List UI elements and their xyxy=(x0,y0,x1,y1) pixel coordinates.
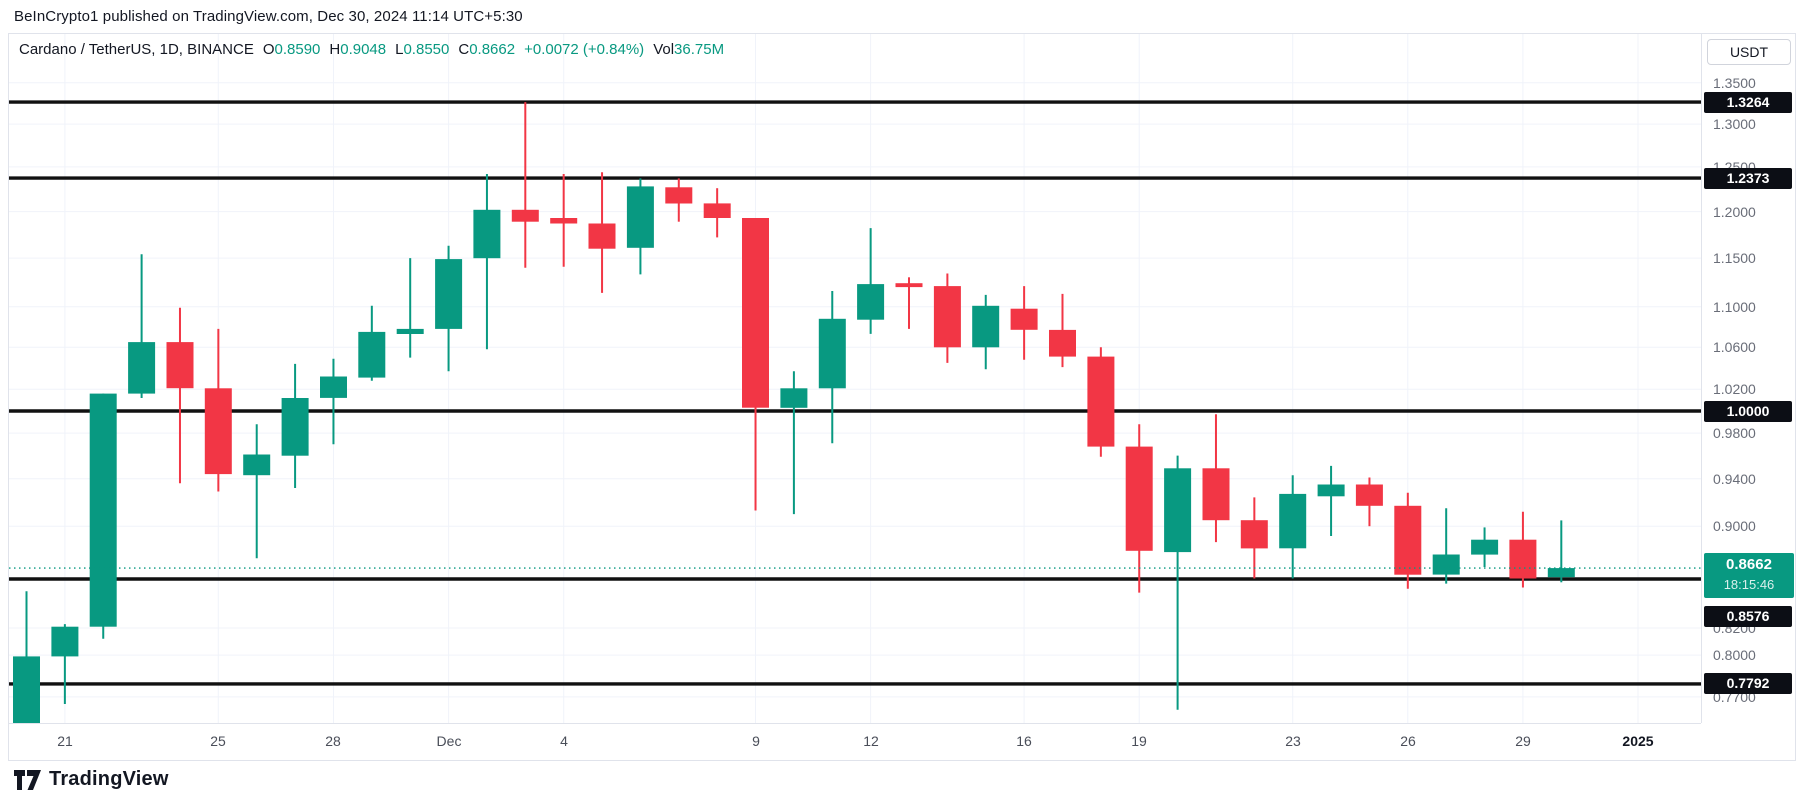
time-tick-label: 9 xyxy=(752,733,760,749)
volume-readout: Vol 36.75M xyxy=(653,41,724,58)
candle-body xyxy=(1202,468,1230,521)
candle-body xyxy=(13,656,40,723)
candle-body xyxy=(1317,484,1345,497)
time-tick-label: 2025 xyxy=(1622,733,1654,749)
candle-body xyxy=(1355,484,1383,506)
time-tick-label: Dec xyxy=(436,733,462,749)
current-price-value: 0.8662 xyxy=(1726,556,1772,573)
time-tick-label: 19 xyxy=(1131,733,1147,749)
candle-countdown: 18:15:46 xyxy=(1723,577,1775,592)
candle-body xyxy=(473,209,501,259)
candle-body xyxy=(1049,329,1076,357)
candle-body xyxy=(243,454,271,476)
level-price-badge: 0.8576 xyxy=(1704,606,1792,627)
price-tick-label: 1.1500 xyxy=(1713,250,1756,266)
candle-body xyxy=(320,376,347,398)
ohlc-pair: H 0.9048 xyxy=(329,41,387,58)
candle-body xyxy=(128,342,156,394)
candle-body xyxy=(857,284,885,320)
ohlc-pair: L 0.8550 xyxy=(395,41,450,58)
candle-body xyxy=(281,398,309,456)
level-price-badge: 0.7792 xyxy=(1704,673,1792,694)
candle-body xyxy=(626,186,654,248)
price-tick-label: 1.2000 xyxy=(1713,204,1756,220)
candle-body xyxy=(1509,539,1537,579)
time-tick-label: 12 xyxy=(863,733,879,749)
chart-card: Cardano / TetherUS, 1D, BINANCE O 0.8590 H… xyxy=(8,33,1796,761)
time-tick-label: 29 xyxy=(1515,733,1531,749)
tradingview-logo-icon xyxy=(14,769,41,790)
candle-body xyxy=(703,203,731,218)
candle-body xyxy=(1240,520,1268,549)
candle-body xyxy=(396,328,424,334)
ohlc-values: O 0.8590 H 0.9048 L 0.8550 C 0.8662 xyxy=(263,41,515,58)
candle-body xyxy=(550,218,578,224)
candle-body xyxy=(1471,539,1499,555)
time-axis[interactable]: 21 25 28 Dec 4 9 12 16 19 23 26 29 2025 xyxy=(9,723,1701,760)
candle-body xyxy=(89,393,117,627)
price-tick-label: 0.8000 xyxy=(1713,647,1756,663)
time-tick-label: 23 xyxy=(1285,733,1301,749)
price-tick-label: 1.3500 xyxy=(1713,75,1756,91)
ohlc-pair: O 0.8590 xyxy=(262,41,321,58)
time-tick-label: 16 xyxy=(1016,733,1032,749)
candle-body xyxy=(1547,568,1575,578)
candle-body xyxy=(358,331,386,378)
tradingview-wordmark: TradingView xyxy=(49,768,169,790)
candle-body xyxy=(1164,468,1192,553)
price-tick-label: 0.9400 xyxy=(1713,471,1756,487)
candle-body xyxy=(588,223,616,249)
price-tick-label: 1.0600 xyxy=(1713,339,1756,355)
candle-body xyxy=(742,218,769,408)
time-tick-label: 26 xyxy=(1400,733,1416,749)
candle-body xyxy=(1087,356,1115,447)
price-axis[interactable]: USDT 1.3500 1.3000 1.2500 1.2000 1.1500 1.100… xyxy=(1701,34,1795,723)
candle-body xyxy=(1394,505,1422,575)
time-tick-label: 4 xyxy=(560,733,568,749)
candle-body xyxy=(665,187,693,204)
currency-toggle-button[interactable]: USDT xyxy=(1707,39,1791,65)
candle-body xyxy=(1125,446,1153,551)
candle-body xyxy=(204,388,232,475)
publish-attribution: BeInCrypto1 published on TradingView.com… xyxy=(14,8,523,25)
time-tick-label: 21 xyxy=(57,733,73,749)
ohlc-pair: C 0.8662 xyxy=(458,41,516,58)
level-price-badge: 1.3264 xyxy=(1704,92,1792,113)
candle-body xyxy=(933,286,961,348)
candle-body xyxy=(511,209,539,222)
price-tick-label: 1.0200 xyxy=(1713,381,1756,397)
price-pane[interactable] xyxy=(9,34,1701,723)
candle-body xyxy=(818,318,846,389)
time-tick-label: 28 xyxy=(325,733,341,749)
price-tick-label: 1.1000 xyxy=(1713,299,1756,315)
candle-body xyxy=(1010,308,1038,330)
price-tick-label: 0.9800 xyxy=(1713,425,1756,441)
candle-body xyxy=(1432,554,1460,575)
volume-value: 36.75M xyxy=(674,41,725,58)
candle-body xyxy=(166,342,194,389)
symbol-legend: Cardano / TetherUS, 1D, BINANCE O 0.8590 H… xyxy=(19,41,724,58)
level-price-badge: 1.0000 xyxy=(1704,401,1792,422)
current-price-badge: 0.8662 18:15:46 xyxy=(1704,553,1794,598)
candle-body xyxy=(435,259,463,329)
symbol-title[interactable]: Cardano / TetherUS, 1D, BINANCE xyxy=(19,41,254,58)
candle-body xyxy=(780,388,808,408)
price-tick-label: 1.3000 xyxy=(1713,116,1756,132)
time-tick-label: 25 xyxy=(210,733,226,749)
volume-label: Vol xyxy=(653,41,675,58)
candle-body xyxy=(895,283,923,288)
price-change: +0.0072 (+0.84%) xyxy=(524,41,645,58)
candle-body xyxy=(1279,493,1307,549)
candle-body xyxy=(972,305,1000,348)
candle-body xyxy=(51,626,79,657)
tradingview-footer-logo[interactable]: TradingView xyxy=(14,768,169,791)
level-price-badge: 1.2373 xyxy=(1704,168,1792,189)
price-tick-label: 0.9000 xyxy=(1713,518,1756,534)
